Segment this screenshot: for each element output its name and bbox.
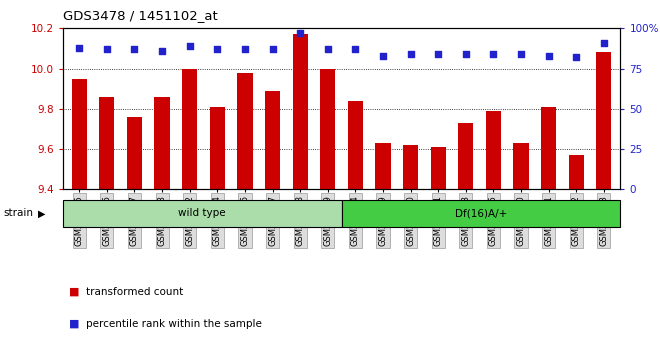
Point — [102, 46, 112, 52]
Point — [488, 51, 499, 57]
Text: ▶: ▶ — [38, 209, 45, 218]
Bar — [569, 155, 584, 189]
Bar — [265, 91, 280, 189]
Bar — [541, 107, 556, 189]
Text: strain: strain — [3, 209, 33, 218]
Bar — [458, 123, 473, 189]
Point — [378, 53, 388, 58]
Point — [129, 46, 140, 52]
Bar — [348, 101, 363, 189]
Point — [433, 51, 444, 57]
Bar — [182, 69, 197, 189]
Point — [212, 46, 222, 52]
Point — [515, 51, 526, 57]
Bar — [376, 143, 391, 189]
Point — [323, 46, 333, 52]
Point — [405, 51, 416, 57]
Bar — [320, 69, 335, 189]
Text: ■: ■ — [69, 287, 80, 297]
Point — [295, 30, 306, 36]
Bar — [596, 52, 611, 189]
Point — [157, 48, 168, 54]
Point — [267, 46, 278, 52]
FancyBboxPatch shape — [342, 200, 620, 227]
Point — [74, 45, 84, 51]
Bar — [430, 147, 446, 189]
Text: transformed count: transformed count — [86, 287, 183, 297]
FancyBboxPatch shape — [63, 200, 342, 227]
Text: percentile rank within the sample: percentile rank within the sample — [86, 319, 261, 329]
Point — [240, 46, 250, 52]
Point — [461, 51, 471, 57]
Bar — [72, 79, 87, 189]
Text: wild type: wild type — [178, 208, 226, 218]
Bar — [127, 117, 142, 189]
Bar — [99, 97, 114, 189]
Bar — [210, 107, 225, 189]
Bar — [292, 34, 308, 189]
Point — [571, 55, 581, 60]
Bar — [154, 97, 170, 189]
Point — [599, 40, 609, 46]
Point — [543, 53, 554, 58]
Text: ■: ■ — [69, 319, 80, 329]
Text: Df(16)A/+: Df(16)A/+ — [455, 208, 507, 218]
Bar — [238, 73, 253, 189]
Point — [184, 43, 195, 49]
Bar — [513, 143, 529, 189]
Bar — [403, 145, 418, 189]
Bar — [486, 111, 501, 189]
Text: GDS3478 / 1451102_at: GDS3478 / 1451102_at — [63, 9, 217, 22]
Point — [350, 46, 360, 52]
